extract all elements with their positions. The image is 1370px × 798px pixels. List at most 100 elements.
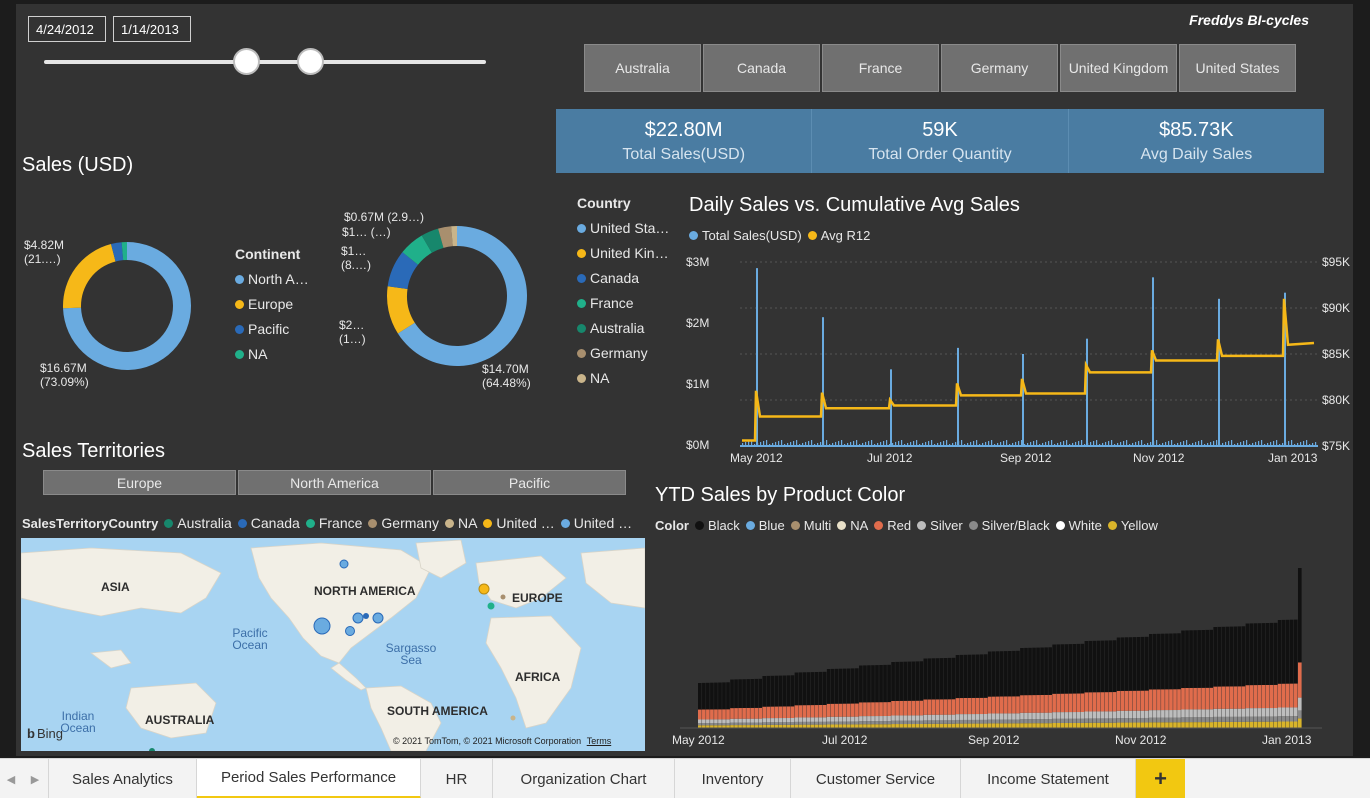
donut-slice[interactable] xyxy=(387,286,415,334)
date-slider-start-handle[interactable] xyxy=(233,48,260,75)
ytd-column-segment xyxy=(1289,716,1294,722)
daily-bar xyxy=(841,440,843,446)
tab-inventory[interactable]: Inventory xyxy=(675,759,791,798)
start-date-input[interactable]: 4/24/2012 xyxy=(28,16,106,42)
ytd-column-segment xyxy=(923,658,928,700)
country-button-france[interactable]: France xyxy=(822,44,939,92)
x-tick: Jan 2013 xyxy=(1262,733,1312,747)
territory-button-europe[interactable]: Europe xyxy=(43,470,236,495)
tab-sales-analytics[interactable]: Sales Analytics xyxy=(48,759,197,798)
terms-link[interactable]: Terms xyxy=(586,736,612,746)
donut-slice[interactable] xyxy=(397,226,527,366)
daily-bar xyxy=(763,441,765,446)
ytd-column-segment xyxy=(730,725,734,728)
legend-item-north-america[interactable]: North A… xyxy=(235,271,309,287)
map-bubble[interactable] xyxy=(149,748,155,751)
map-legend-item[interactable]: Germany xyxy=(368,515,439,531)
country-button-canada[interactable]: Canada xyxy=(703,44,820,92)
kpi-total-sales[interactable]: $22.80M Total Sales(USD) xyxy=(556,109,813,173)
donut-slice[interactable] xyxy=(111,242,124,262)
ytd-column-segment xyxy=(887,721,891,725)
legend-item-united-kingdom[interactable]: United Kin… xyxy=(577,245,669,261)
daily-bar xyxy=(934,444,936,446)
donut-slice[interactable] xyxy=(63,244,116,309)
continent-donut-chart[interactable] xyxy=(60,239,194,373)
donut-slice[interactable] xyxy=(438,226,453,248)
map-bubble[interactable] xyxy=(478,583,490,595)
ytd-sales-chart[interactable]: May 2012 Jul 2012 Sep 2012 Nov 2012 Jan … xyxy=(666,554,1326,752)
tab-hr[interactable]: HR xyxy=(421,759,493,798)
donut-slice[interactable] xyxy=(421,228,444,253)
kpi-avg-daily-sales[interactable]: $85.73K Avg Daily Sales xyxy=(1069,109,1324,173)
legend-item-united-states[interactable]: United Sta… xyxy=(577,220,669,236)
map-legend-item[interactable]: United … xyxy=(483,515,555,531)
donut-slice[interactable] xyxy=(402,235,432,265)
country-button-united-kingdom[interactable]: United Kingdom xyxy=(1060,44,1177,92)
map-bubble[interactable] xyxy=(363,613,369,619)
legend-item-na[interactable]: NA xyxy=(577,370,669,386)
territory-button-pacific[interactable]: Pacific xyxy=(433,470,626,495)
map-bubble[interactable] xyxy=(352,612,364,624)
map-legend-item[interactable]: Australia xyxy=(164,515,232,531)
legend-item-pacific[interactable]: Pacific xyxy=(235,321,309,337)
legend-item-multi[interactable]: Multi xyxy=(790,518,831,533)
map-legend-item[interactable]: Canada xyxy=(237,515,300,531)
ytd-column-segment xyxy=(983,719,988,724)
tab-customer-service[interactable]: Customer Service xyxy=(791,759,961,798)
ytd-column-segment xyxy=(1116,718,1121,723)
tab-scroll-right-icon[interactable]: ▶ xyxy=(30,773,40,786)
map-bubble[interactable] xyxy=(510,715,516,721)
map-legend-item[interactable]: United … xyxy=(560,515,632,531)
legend-item-na[interactable]: NA xyxy=(837,518,868,533)
ytd-column-segment xyxy=(830,668,835,704)
date-slider-track[interactable] xyxy=(44,60,486,64)
ytd-column-segment xyxy=(1161,722,1165,728)
legend-item-avg-r12[interactable]: Avg R12 xyxy=(807,228,870,243)
add-page-button[interactable]: + xyxy=(1136,759,1185,798)
legend-item-red[interactable]: Red xyxy=(874,518,911,533)
legend-item-yellow[interactable]: Yellow xyxy=(1107,518,1158,533)
legend-item-silver[interactable]: Silver xyxy=(917,518,963,533)
territory-button-north-america[interactable]: North America xyxy=(238,470,431,495)
legend-item-germany[interactable]: Germany xyxy=(577,345,669,361)
donut-slice[interactable] xyxy=(121,242,127,261)
country-button-germany[interactable]: Germany xyxy=(941,44,1058,92)
map-bubble[interactable] xyxy=(500,594,506,600)
tab-organization-chart[interactable]: Organization Chart xyxy=(493,759,675,798)
map-bubble[interactable] xyxy=(345,626,355,636)
kpi-order-quantity[interactable]: 59K Total Order Quantity xyxy=(812,109,1069,173)
map-bubble[interactable] xyxy=(487,602,495,610)
map-bubble[interactable] xyxy=(313,617,331,635)
ytd-column-segment xyxy=(702,709,706,720)
tab-income-statement[interactable]: Income Statement xyxy=(961,759,1136,798)
legend-item-europe[interactable]: Europe xyxy=(235,296,309,312)
donut-slice[interactable] xyxy=(451,226,457,247)
tab-scroll-left-icon[interactable]: ◀ xyxy=(6,773,16,786)
date-slider-end-handle[interactable] xyxy=(297,48,324,75)
legend-item-canada[interactable]: Canada xyxy=(577,270,669,286)
ytd-column-segment xyxy=(1080,718,1085,723)
map-legend-item[interactable]: France xyxy=(305,515,362,531)
daily-sales-chart[interactable]: $3M $2M $1M $0M $95K $90K $85K $80K $75K xyxy=(684,248,1353,468)
legend-item-france[interactable]: France xyxy=(577,295,669,311)
country-button-united-states[interactable]: United States xyxy=(1179,44,1296,92)
legend-item-na[interactable]: NA xyxy=(235,346,309,362)
ytd-column-segment xyxy=(1233,721,1238,728)
legend-item-australia[interactable]: Australia xyxy=(577,320,669,336)
tab-period-sales-performance[interactable]: Period Sales Performance xyxy=(197,759,421,798)
legend-label: Australia xyxy=(177,515,232,531)
map-legend-item[interactable]: NA xyxy=(444,515,477,531)
legend-item-black[interactable]: Black xyxy=(694,518,740,533)
donut-slice[interactable] xyxy=(387,252,419,290)
map-bubble[interactable] xyxy=(339,559,349,569)
country-donut-chart[interactable] xyxy=(385,224,529,368)
legend-item-white[interactable]: White xyxy=(1055,518,1102,533)
legend-item-total-sales[interactable]: Total Sales(USD) xyxy=(689,228,802,243)
map-bubble[interactable] xyxy=(372,612,384,624)
end-date-input[interactable]: 1/14/2013 xyxy=(113,16,191,42)
legend-item-silver-black[interactable]: Silver/Black xyxy=(968,518,1050,533)
kpi-value: 59K xyxy=(922,119,958,141)
sales-territory-map[interactable]: ASIA NORTH AMERICA EUROPE AFRICA SOUTH A… xyxy=(21,538,645,751)
country-button-australia[interactable]: Australia xyxy=(584,44,701,92)
legend-item-blue[interactable]: Blue xyxy=(745,518,785,533)
